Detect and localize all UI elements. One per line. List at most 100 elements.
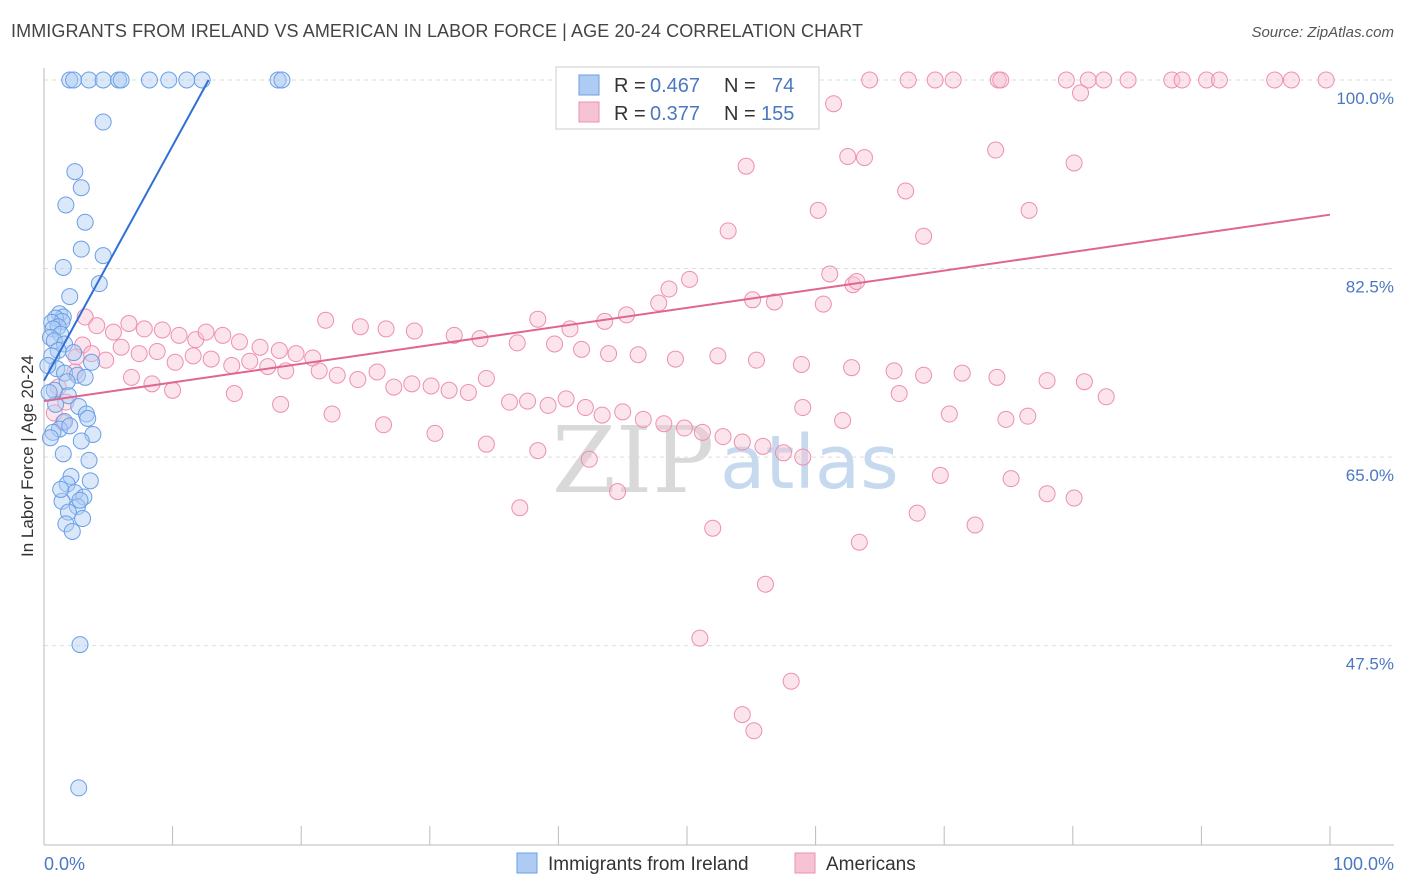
americans-point-101 (459, 383, 477, 401)
americans-point-69 (153, 321, 171, 339)
americans-point-65 (88, 317, 106, 335)
americans-point-87 (184, 347, 202, 365)
americans-point-102 (477, 369, 495, 387)
americans-point-46 (445, 326, 463, 344)
americans-point-129 (580, 450, 598, 468)
americans-point-146 (794, 399, 812, 417)
americans-point-42 (317, 311, 335, 329)
stats-n-value-ireland: 74 (772, 75, 794, 97)
americans-point-60 (953, 364, 971, 382)
americans-point-121 (164, 381, 182, 399)
americans-trend-line (43, 213, 1331, 403)
legend-swatch-americans (794, 852, 816, 874)
americans-point-37 (765, 293, 783, 311)
americans-point-113 (693, 423, 711, 441)
americans-point-136 (609, 483, 627, 501)
americans-point-9 (1119, 71, 1137, 89)
americans-point-104 (519, 392, 537, 410)
americans-point-127 (477, 435, 495, 453)
americans-point-63 (1075, 373, 1093, 391)
americans-point-17 (1072, 84, 1090, 102)
ireland-point-69 (71, 491, 89, 509)
americans-point-61 (988, 368, 1006, 386)
americans-point-141 (931, 466, 949, 484)
americans-point-52 (629, 346, 647, 364)
americans-point-150 (997, 410, 1015, 428)
ireland-point-34 (65, 344, 83, 362)
americans-point-153 (691, 629, 709, 647)
ireland-point-40 (76, 368, 94, 386)
americans-point-145 (1065, 489, 1083, 507)
stats-n-label-americans: N = (724, 103, 756, 125)
ireland-point-3 (94, 71, 112, 89)
americans-point-26 (1020, 201, 1038, 219)
americans-point-68 (135, 320, 153, 338)
americans-point-15 (1282, 71, 1300, 89)
americans-point-43 (351, 318, 369, 336)
americans-point-13 (1210, 71, 1228, 89)
americans-point-82 (83, 345, 101, 363)
americans-point-34 (650, 294, 668, 312)
americans-point-5 (992, 71, 1010, 89)
stats-box-frame (555, 66, 820, 130)
americans-point-107 (576, 399, 594, 417)
x-tick-label-100: 100.0% (1333, 854, 1394, 874)
ireland-point-5 (112, 71, 130, 89)
americans-point-50 (573, 340, 591, 358)
americans-point-122 (225, 385, 243, 403)
americans-point-18 (825, 95, 843, 113)
americans-point-126 (426, 424, 444, 442)
ireland-point-0 (61, 71, 79, 89)
americans-point-1 (899, 71, 917, 89)
americans-point-19 (987, 141, 1005, 159)
americans-point-40 (529, 310, 547, 328)
americans-point-14 (1266, 71, 1284, 89)
ireland-point-14 (72, 179, 90, 197)
x-axis-ticks (172, 826, 1331, 845)
americans-point-48 (508, 334, 526, 352)
americans-point-117 (774, 444, 792, 462)
americans-point-148 (890, 385, 908, 403)
americans-point-89 (223, 357, 241, 375)
ireland-point-72 (39, 357, 57, 375)
ireland-point-13 (66, 163, 84, 181)
ireland-point-53 (54, 445, 72, 463)
americans-point-2 (926, 71, 944, 89)
americans-point-12 (1198, 71, 1216, 89)
ireland-point-71 (70, 779, 88, 797)
ireland-point-17 (72, 240, 90, 258)
americans-point-106 (557, 390, 575, 408)
y-axis-label: In Labor Force | Age 20-24 (18, 355, 37, 557)
ireland-point-67 (40, 383, 58, 401)
americans-point-103 (501, 393, 519, 411)
americans-point-53 (666, 350, 684, 368)
americans-point-23 (737, 157, 755, 175)
americans-point-98 (403, 375, 421, 393)
watermark-zip: ZIP (552, 407, 714, 514)
americans-point-27 (719, 222, 737, 240)
americans-point-45 (405, 322, 423, 340)
americans-point-151 (1019, 407, 1037, 425)
americans-point-137 (704, 519, 722, 537)
americans-point-144 (1038, 485, 1056, 503)
x-tick-label-0: 0.0% (44, 854, 85, 874)
americans-point-66 (104, 323, 122, 341)
chart-source: Source: ZipAtlas.com (1251, 24, 1394, 41)
americans-point-49 (546, 335, 564, 353)
americans-point-24 (897, 182, 915, 200)
americans-point-7 (1079, 71, 1097, 89)
americans-point-139 (850, 533, 868, 551)
americans-point-76 (270, 341, 288, 359)
americans-point-114 (714, 428, 732, 446)
americans-point-118 (794, 448, 812, 466)
ireland-point-18 (94, 247, 112, 265)
americans-point-58 (885, 362, 903, 380)
legend-label-americans: Americans (826, 854, 916, 875)
stats-swatch-ireland (578, 74, 600, 96)
americans-point-140 (908, 504, 926, 522)
americans-point-56 (792, 355, 810, 373)
ireland-point-36 (83, 353, 101, 371)
ireland-point-65 (63, 522, 81, 540)
y-tick-label-3: 100.0% (1336, 89, 1394, 108)
